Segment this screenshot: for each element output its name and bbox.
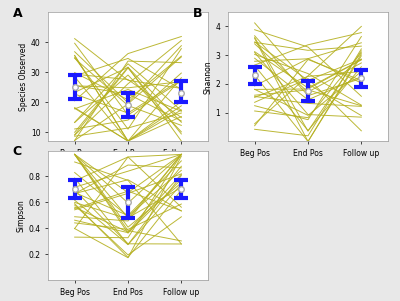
- Y-axis label: Species Observed: Species Observed: [19, 43, 28, 111]
- Text: B: B: [193, 7, 202, 20]
- Text: A: A: [13, 7, 22, 20]
- Y-axis label: Simpson: Simpson: [16, 199, 26, 231]
- Text: C: C: [13, 145, 22, 158]
- Y-axis label: Shannon: Shannon: [204, 60, 213, 94]
